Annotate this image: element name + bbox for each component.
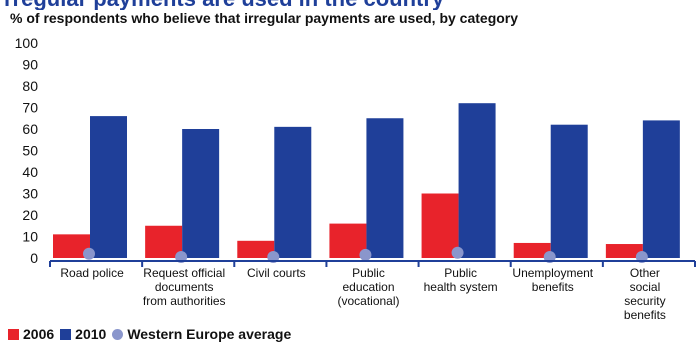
x-tick-label-2: Civil courts [247,266,306,280]
legend-label-2006: 2006 [23,326,55,342]
x-tick-label-4: Public health system [424,266,498,294]
y-tick-label-60: 60 [22,121,38,137]
legend-label-2010: 2010 [75,326,107,342]
marker-western-europe-4 [451,246,464,259]
y-tick-label-70: 70 [22,100,38,116]
chart-heading-cropped: rregular payments are used in the countr… [0,0,699,10]
legend-item-2010: 2010 [60,326,106,342]
bar-2010-1 [182,129,220,258]
bar-2006-4 [421,193,459,258]
y-tick-label-0: 0 [30,250,38,266]
y-tick-label-80: 80 [22,78,38,94]
bar-2006-2 [237,240,275,258]
marker-western-europe-3 [359,248,372,261]
x-tick-label-3: Public education (vocational) [337,266,399,308]
legend-swatch-2006 [8,328,19,340]
x-tick-label-6: Other social security benefits [624,266,666,322]
legend-item-western-europe: Western Europe average [112,326,291,342]
y-tick-label-20: 20 [22,207,38,223]
bar-2010-4 [458,103,496,258]
bar-2010-6 [642,120,680,259]
x-tick-label-5: Unemployment benefits [512,266,593,294]
chart-title: % of respondents who believe that irregu… [10,10,519,26]
y-tick-label-30: 30 [22,186,38,202]
bar-2010-0 [90,116,127,258]
y-tick-label-40: 40 [22,164,38,180]
legend-swatch-2010 [60,328,72,340]
y-tick-label-90: 90 [22,57,38,73]
bar-chart: 0 10 20 30 40 50 60 70 80 90 100 Road police Request… [15,35,696,322]
y-tick-label-100: 100 [15,35,39,51]
legend-item-2006: 2006 [8,326,54,342]
bar-2006-5 [513,242,551,258]
bar-2010-2 [274,126,312,258]
bar-2006-1 [145,225,183,258]
y-tick-label-50: 50 [22,143,38,159]
chart-heading: rregular payments are used in the countr… [4,0,444,10]
x-tick-label-0: Road police [60,266,124,280]
legend-label-western-europe: Western Europe average [127,326,292,342]
bar-2010-5 [550,124,588,258]
x-tick-label-1: Request official documents from authoritie… [143,266,226,308]
bar-2006-0 [53,234,90,258]
marker-western-europe-0 [83,247,95,260]
y-tick-label-10: 10 [22,229,38,245]
bar-2010-3 [366,118,404,258]
legend: 2006 2010 Western Europe average [8,326,297,342]
legend-marker-western-europe [112,328,124,340]
bar-2006-6 [605,244,643,258]
